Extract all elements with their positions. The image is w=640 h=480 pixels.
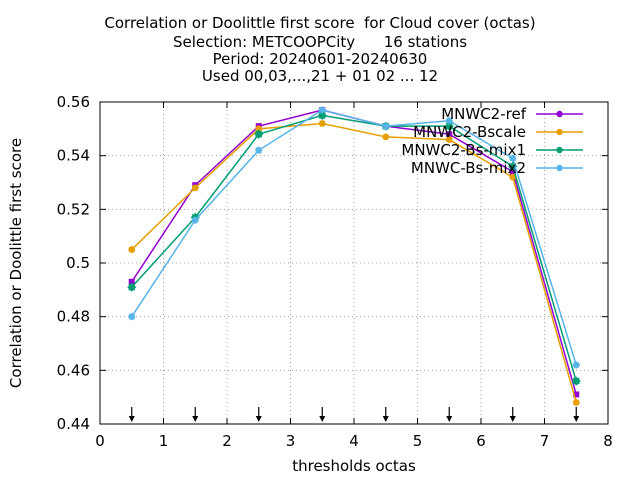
- data-point: [255, 125, 263, 133]
- legend: MNWC2-refMNWC2-BscaleMNWC2-Bs-mix1MNWC-B…: [401, 105, 583, 177]
- legend-entry: MNWC2-Bs-mix1: [401, 141, 583, 159]
- y-tick-label: 0.52: [57, 200, 90, 218]
- data-point: [445, 117, 453, 125]
- chart-title-line-2: Selection: METCOOPCity 16 stations: [172, 33, 468, 51]
- x-tick-label: 1: [159, 432, 169, 450]
- x-tick-label: 3: [286, 432, 296, 450]
- arrow-down-icon: [192, 407, 199, 422]
- legend-entry: MNWC2-Bscale: [413, 123, 583, 141]
- data-point: [572, 399, 580, 406]
- data-point: [127, 282, 137, 292]
- y-tick-label: 0.56: [57, 93, 90, 111]
- data-point: [382, 122, 390, 130]
- legend-label: MNWC-Bs-mix2: [411, 159, 526, 177]
- data-point: [444, 121, 454, 131]
- data-point: [191, 216, 199, 224]
- data-point: [128, 246, 136, 253]
- plot-frame: [99, 101, 609, 425]
- series-2: [128, 120, 580, 406]
- arrow-down-icon: [573, 407, 580, 422]
- data-point: [509, 168, 516, 175]
- arrow-down-icon: [446, 407, 453, 422]
- data-point: [382, 133, 390, 141]
- chart-title-line-3: Period: 20240601-20240630: [212, 50, 428, 68]
- data-point: [318, 106, 326, 114]
- data-point: [509, 173, 517, 181]
- data-point: [573, 391, 580, 398]
- data-point: [445, 136, 453, 143]
- data-point: [128, 313, 136, 321]
- legend-label: MNWC2-Bscale: [413, 123, 526, 141]
- series-line: [131, 114, 577, 382]
- data-point: [254, 129, 264, 139]
- series-line: [131, 109, 577, 366]
- data-point: [317, 110, 327, 120]
- series-3: [127, 110, 581, 386]
- data-point: [191, 184, 199, 192]
- legend-label: MNWC2-Bs-mix1: [401, 141, 526, 159]
- x-axis-label: thresholds octas: [292, 457, 416, 475]
- legend-label: MNWC2-ref: [441, 105, 526, 123]
- legend-entry: MNWC-Bs-mix2: [411, 159, 583, 177]
- y-axis-label: Correlation or Doolittle first score: [7, 138, 25, 388]
- data-point: [572, 361, 580, 369]
- data-point: [446, 131, 453, 138]
- arrow-down-icon: [382, 407, 389, 422]
- y-tick-label: 0.5: [66, 254, 90, 272]
- legend-marker: [556, 146, 563, 154]
- chart-title-line-4: Used 00,03,...,21 + 01 02 ... 12: [201, 67, 439, 85]
- data-point: [571, 376, 581, 386]
- legend-marker: [556, 128, 563, 136]
- arrow-down-icon: [509, 407, 516, 422]
- x-tick-label: 5: [413, 432, 423, 450]
- y-tick-label: 0.54: [57, 147, 90, 165]
- legend-entry: MNWC2-ref: [441, 105, 583, 123]
- threshold-arrows: [128, 407, 580, 422]
- axis-ticks: 0 1 2 3 4 5 6 7 8 0.44 0.46 0.48 0.5 0.52 0.54 0.56: [57, 93, 613, 450]
- x-tick-label: 6: [476, 432, 486, 450]
- x-tick-label: 2: [222, 432, 232, 450]
- y-tick-label: 0.44: [57, 415, 90, 433]
- data-point: [255, 146, 263, 154]
- y-tick-label: 0.46: [57, 361, 90, 379]
- x-tick-label: 0: [95, 432, 105, 450]
- data-point: [128, 278, 135, 285]
- x-tick-label: 7: [540, 432, 550, 450]
- series-line: [131, 122, 577, 403]
- arrow-down-icon: [128, 407, 135, 422]
- legend-marker: [556, 164, 563, 172]
- series-4: [128, 106, 580, 369]
- x-tick-label: 4: [349, 432, 359, 450]
- x-tick-label: 8: [603, 432, 613, 450]
- data-point: [509, 154, 517, 162]
- arrow-down-icon: [319, 407, 326, 422]
- data-point: [318, 120, 326, 127]
- y-tick-label: 0.48: [57, 308, 90, 326]
- arrow-down-icon: [255, 407, 262, 422]
- legend-marker: [556, 110, 563, 118]
- chart-title-line-1: Correlation or Doolittle first score for…: [104, 14, 536, 32]
- grid-lines: [100, 102, 608, 424]
- series-group: [127, 106, 581, 406]
